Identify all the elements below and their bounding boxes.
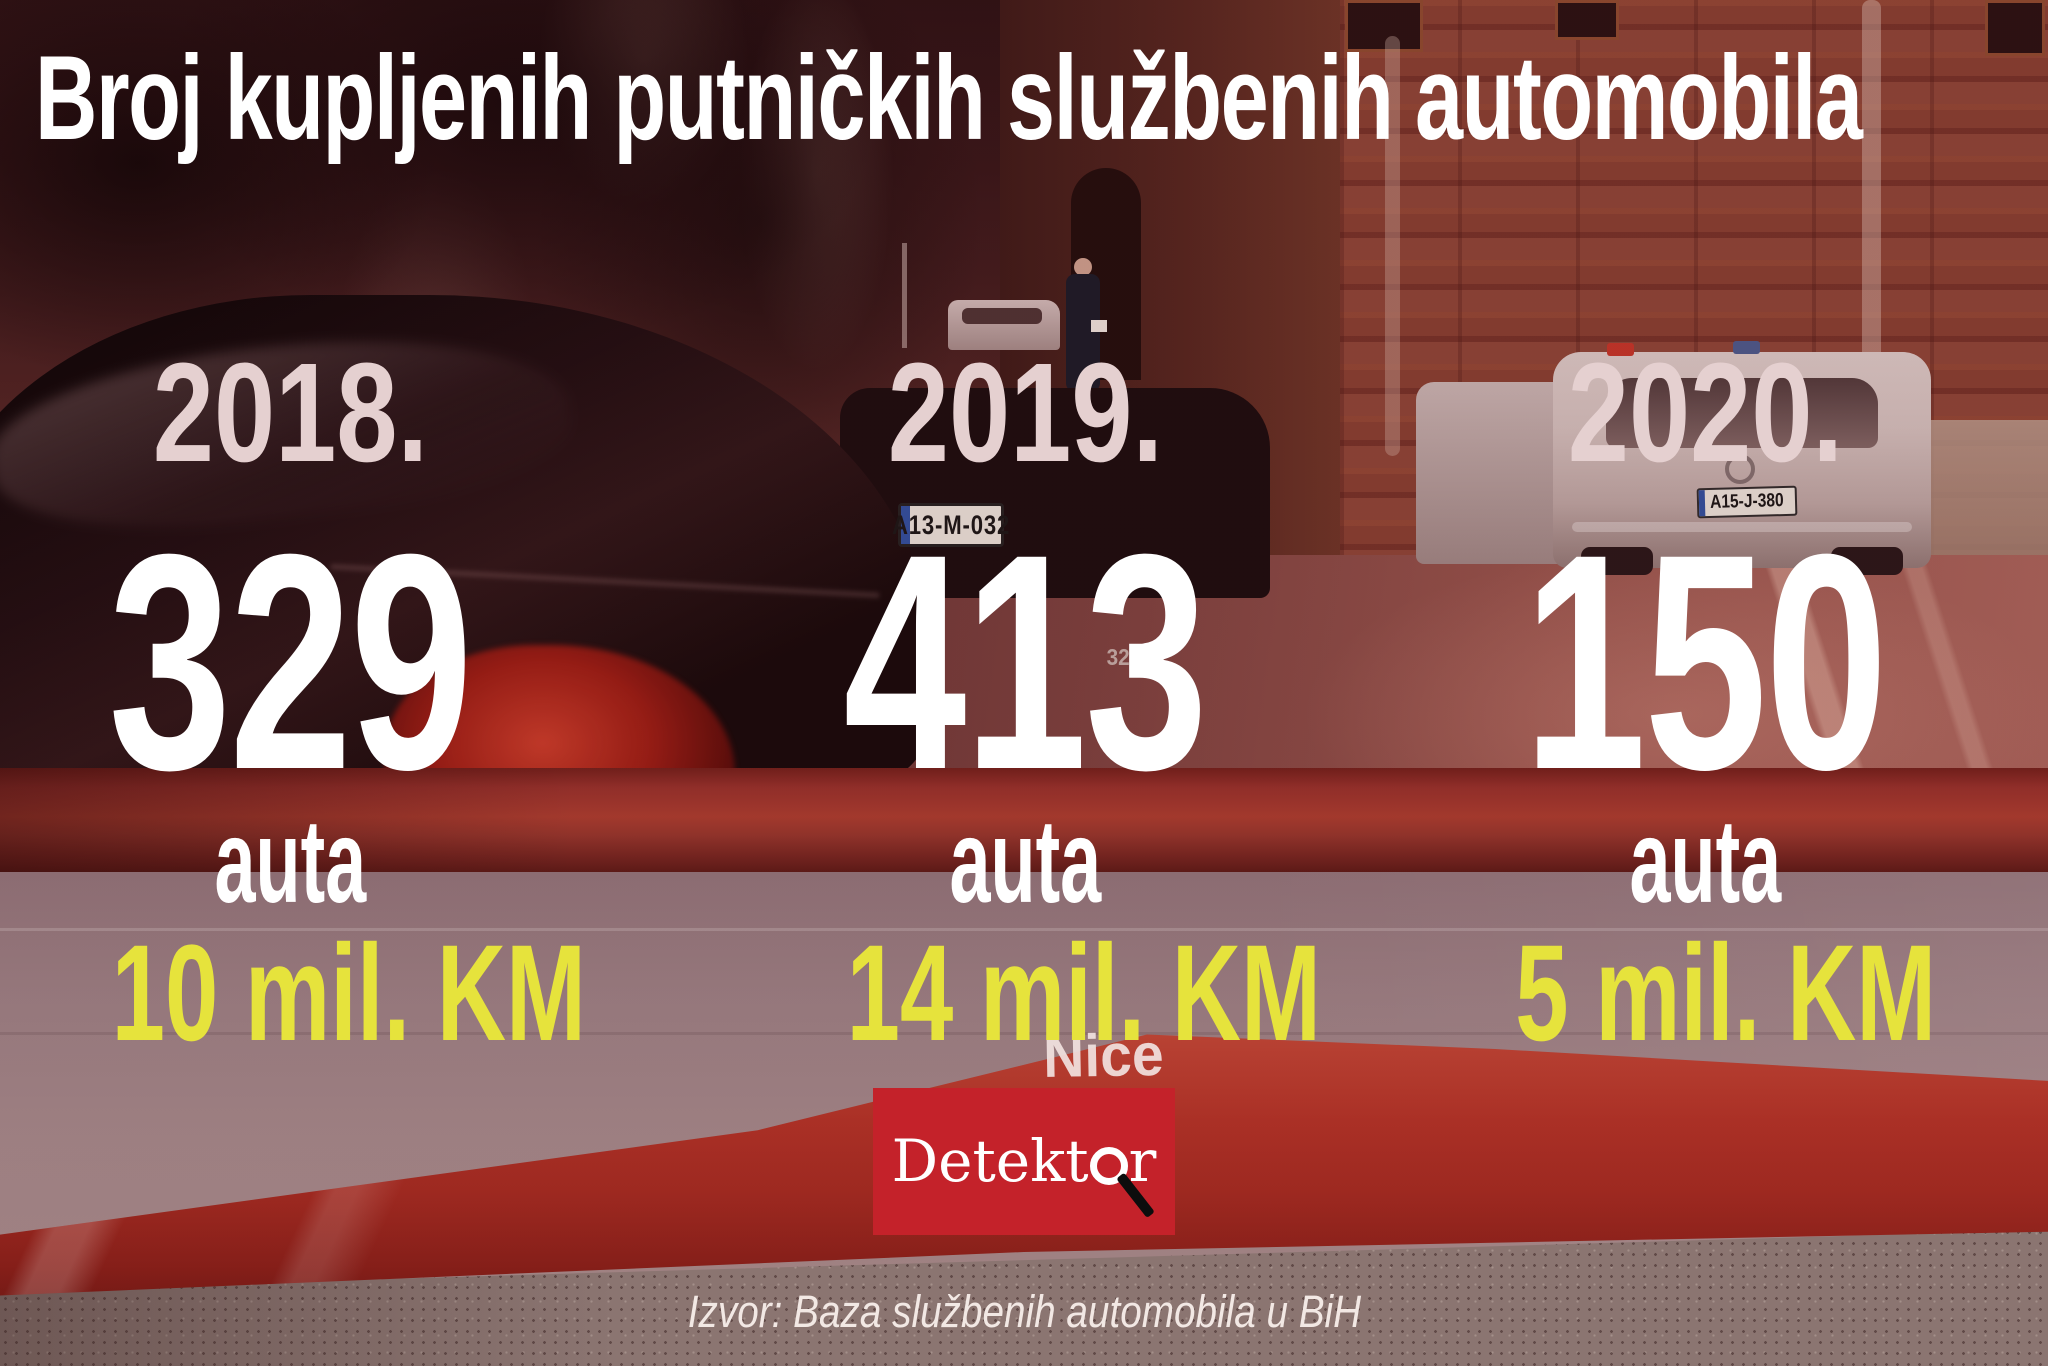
year-column-2018: 2018. 329 auta 10 mil. KM bbox=[10, 0, 586, 1366]
pedestrian-paper bbox=[1091, 320, 1107, 332]
unit-label: auta bbox=[214, 795, 366, 928]
car-count: 329 bbox=[108, 491, 473, 834]
year-label: 2018. bbox=[152, 333, 428, 491]
barrier-arm bbox=[0, 768, 2048, 876]
car-bumper bbox=[1571, 522, 1913, 532]
police-car bbox=[1553, 341, 1931, 575]
parked-car-distant bbox=[948, 300, 1060, 350]
detektor-logo: Detekt r bbox=[873, 1088, 1175, 1235]
car-count: 150 bbox=[1523, 491, 1888, 834]
stone-block bbox=[1918, 420, 2048, 580]
year-label: 2020. bbox=[1567, 333, 1843, 491]
magnifier-icon bbox=[1089, 1147, 1155, 1219]
building-window bbox=[1345, 0, 1423, 52]
pedestrian-head bbox=[1074, 258, 1092, 276]
roof-light-red bbox=[1607, 343, 1634, 356]
building-window bbox=[1985, 0, 2045, 56]
year-label: 2019. bbox=[887, 333, 1163, 491]
magnifier-ring bbox=[1089, 1147, 1128, 1185]
cost-label: 5 mil. KM bbox=[1515, 917, 1937, 1070]
unit-label: auta bbox=[1629, 795, 1781, 928]
year-column-2020: 2020. 150 auta 5 mil. KM bbox=[1425, 0, 1985, 1366]
street-pole bbox=[902, 243, 907, 348]
pedestrian-body bbox=[1066, 274, 1100, 392]
car-wheel bbox=[1581, 547, 1653, 575]
detektor-logo-text: Detekt r bbox=[873, 1088, 1175, 1235]
pedestrian bbox=[1064, 258, 1107, 392]
car-wheel bbox=[1831, 547, 1903, 575]
cost-label: 10 mil. KM bbox=[111, 917, 586, 1070]
license-plate-sedan: A13-M-032 bbox=[892, 503, 1009, 547]
drain-pipe bbox=[1862, 0, 1881, 430]
car-count: 413 bbox=[843, 491, 1208, 834]
cost-label: 14 mil. KM bbox=[846, 917, 1321, 1070]
drain-pipe bbox=[1385, 36, 1400, 456]
year-column-2019: 2019. 413 auta 14 mil. KM bbox=[745, 0, 1321, 1366]
roof-light-blue bbox=[1733, 341, 1760, 354]
building-window bbox=[1555, 0, 1619, 40]
unit-label: auta bbox=[949, 795, 1101, 928]
car-model-badge: 320d bbox=[1106, 644, 1154, 670]
vw-emblem bbox=[1725, 454, 1755, 484]
parked-white-car bbox=[1416, 382, 1571, 564]
source-caption: Izvor: Baza službenih automobila u BiH bbox=[687, 1286, 1361, 1337]
page-title: Broj kupljenih putničkih službenih autom… bbox=[35, 31, 1863, 165]
car-window bbox=[962, 308, 1042, 324]
car-rear-window bbox=[1605, 378, 1879, 448]
